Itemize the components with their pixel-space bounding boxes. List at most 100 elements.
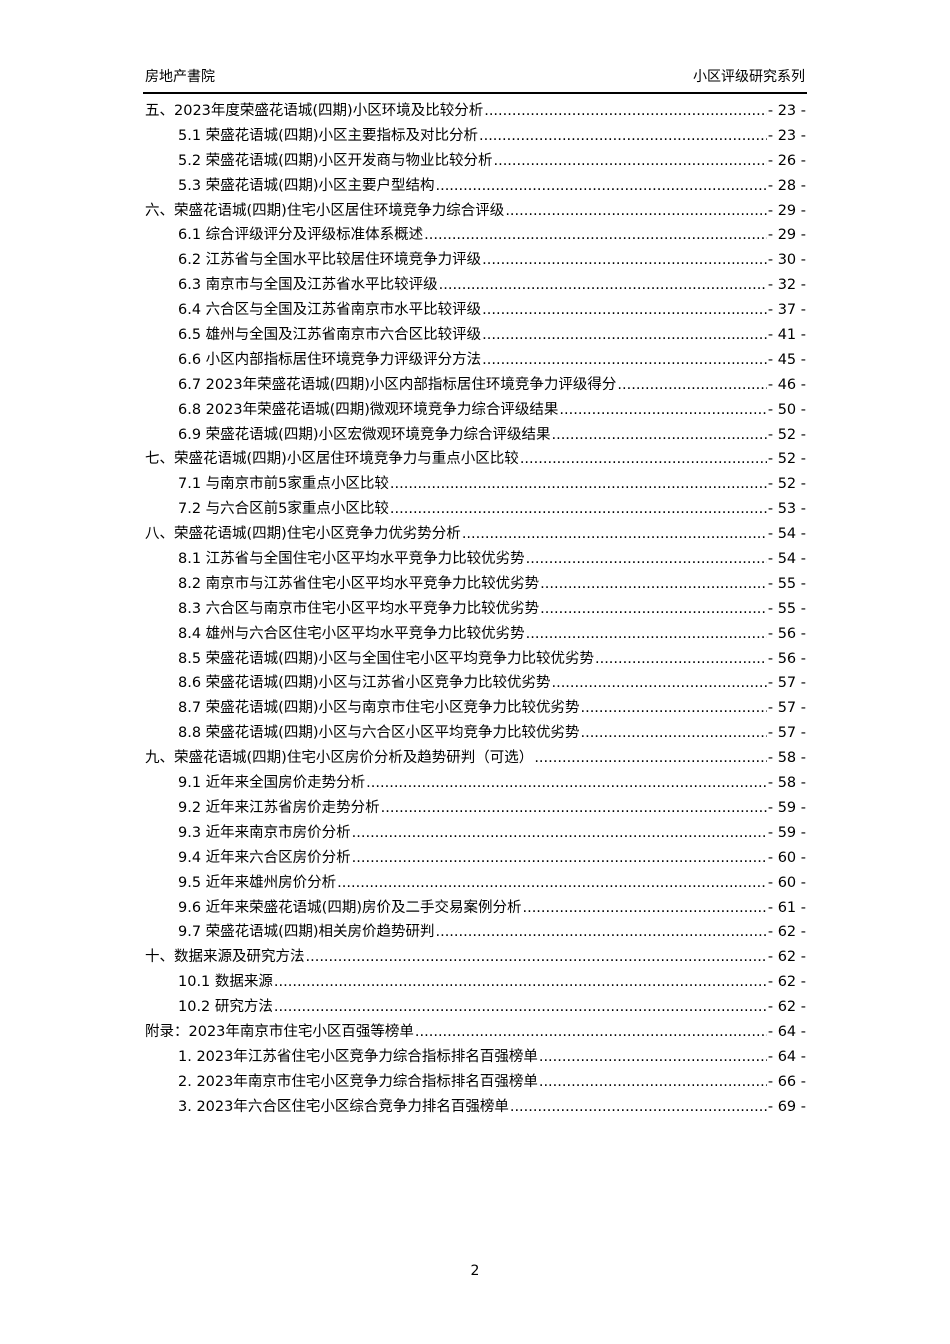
toc-entry[interactable]: 6.5 雄州与全国及江苏省南京市六合区比较评级 - 41 -: [145, 323, 806, 348]
toc-entry-title: 9.6 近年来荣盛花语城(四期)房价及二手交易案例分析: [178, 899, 522, 916]
toc-entry[interactable]: 8.6 荣盛花语城(四期)小区与江苏省小区竞争力比较优劣势 - 57 -: [145, 671, 806, 696]
toc-entry[interactable]: 6.2 江苏省与全国水平比较居住环境竞争力评级 - 30 -: [145, 248, 806, 273]
toc-entry-page: - 32 -: [767, 277, 806, 294]
leader-dots: [352, 825, 767, 841]
toc-entry[interactable]: 5.3 荣盛花语城(四期)小区主要户型结构 - 28 -: [145, 174, 806, 199]
leader-dots: [539, 1049, 767, 1065]
toc-entry[interactable]: 10.1 数据来源 - 62 -: [145, 970, 806, 995]
leader-dots: [580, 700, 766, 716]
toc-entry-page: - 69 -: [767, 1098, 806, 1115]
toc-entry[interactable]: 9.2 近年来江苏省房价走势分析 - 59 -: [145, 796, 806, 821]
leader-dots: [390, 476, 767, 492]
toc-entry-page: - 61 -: [767, 899, 806, 916]
toc-entry[interactable]: 6.9 荣盛花语城(四期)小区宏微观环境竞争力综合评级结果 - 52 -: [145, 423, 806, 448]
toc-entry[interactable]: 六、荣盛花语城(四期)住宅小区居住环境竞争力综合评级 - 29 -: [145, 199, 806, 224]
leader-dots: [482, 352, 767, 368]
toc-entry[interactable]: 十、数据来源及研究方法 - 62 -: [145, 945, 806, 970]
toc-entry-page: - 55 -: [767, 575, 806, 592]
toc-entry[interactable]: 6.1 综合评级评分及评级标准体系概述 - 29 -: [145, 223, 806, 248]
toc-entry-title: 6.7 2023年荣盛花语城(四期)小区内部指标居住环境竞争力评级得分: [178, 376, 617, 393]
leader-dots: [352, 850, 767, 866]
toc-entry-page: - 41 -: [767, 327, 806, 344]
toc-entry-page: - 59 -: [767, 799, 806, 816]
toc-entry-title: 8.5 荣盛花语城(四期)小区与全国住宅小区平均竞争力比较优劣势: [178, 650, 594, 667]
toc-entry[interactable]: 七、荣盛花语城(四期)小区居住环境竞争力与重点小区比较 - 52 -: [145, 447, 806, 472]
toc-entry-title: 6.5 雄州与全国及江苏省南京市六合区比较评级: [178, 327, 482, 344]
header-left: 房地产書院: [145, 69, 215, 85]
toc-entry-title: 7.1 与南京市前5家重点小区比较: [178, 476, 389, 493]
toc-entry-page: - 28 -: [767, 177, 806, 194]
toc-entry[interactable]: 6.4 六合区与全国及江苏省南京市水平比较评级 - 37 -: [145, 298, 806, 323]
toc-entry[interactable]: 9.4 近年来六合区房价分析 - 60 -: [145, 846, 806, 871]
leader-dots: [510, 1099, 767, 1115]
toc-entry[interactable]: 五、2023年度荣盛花语城(四期)小区环境及比较分析 - 23 -: [145, 99, 806, 124]
toc-entry-page: - 66 -: [767, 1073, 806, 1090]
leader-dots: [505, 203, 767, 219]
leader-dots: [381, 800, 767, 816]
toc-entry[interactable]: 9.5 近年来雄州房价分析 - 60 -: [145, 871, 806, 896]
toc-entry[interactable]: 9.3 近年来南京市房价分析 - 59 -: [145, 821, 806, 846]
leader-dots: [540, 601, 767, 617]
toc-entry[interactable]: 8.8 荣盛花语城(四期)小区与六合区小区平均竞争力比较优劣势 - 57 -: [145, 721, 806, 746]
toc-entry[interactable]: 8.5 荣盛花语城(四期)小区与全国住宅小区平均竞争力比较优劣势 - 56 -: [145, 647, 806, 672]
toc-entry-title: 6.1 综合评级评分及评级标准体系概述: [178, 227, 424, 244]
toc-entry[interactable]: 3. 2023年六合区住宅小区综合竞争力排名百强榜单 - 69 -: [145, 1095, 806, 1120]
toc-entry-title: 6.3 南京市与全国及江苏省水平比较评级: [178, 277, 438, 294]
toc-entry-title: 附录：2023年南京市住宅小区百强等榜单: [145, 1023, 414, 1040]
toc-entry[interactable]: 6.7 2023年荣盛花语城(四期)小区内部指标居住环境竞争力评级得分 - 46 …: [145, 373, 806, 398]
toc-entry-title: 6.8 2023年荣盛花语城(四期)微观环境竞争力综合评级结果: [178, 401, 559, 418]
toc-entry-title: 9.3 近年来南京市房价分析: [178, 824, 351, 841]
toc-entry-page: - 54 -: [767, 551, 806, 568]
toc-entry-title: 10.2 研究方法: [178, 999, 273, 1016]
header-right: 小区评级研究系列: [693, 69, 805, 85]
toc-entry[interactable]: 6.6 小区内部指标居住环境竞争力评级评分方法 - 45 -: [145, 348, 806, 373]
toc-entry-title: 9.5 近年来雄州房价分析: [178, 874, 337, 891]
leader-dots: [551, 427, 766, 443]
toc-entry-title: 8.4 雄州与六合区住宅小区平均水平竞争力比较优劣势: [178, 625, 525, 642]
toc-entry-title: 9.4 近年来六合区房价分析: [178, 849, 351, 866]
toc-entry[interactable]: 2. 2023年南京市住宅小区竞争力综合指标排名百强榜单 - 66 -: [145, 1070, 806, 1095]
toc-entry[interactable]: 6.3 南京市与全国及江苏省水平比较评级 - 32 -: [145, 273, 806, 298]
toc-entry[interactable]: 10.2 研究方法 - 62 -: [145, 995, 806, 1020]
leader-dots: [415, 1024, 767, 1040]
toc-entry[interactable]: 5.2 荣盛花语城(四期)小区开发商与物业比较分析 - 26 -: [145, 149, 806, 174]
toc-entry[interactable]: 9.7 荣盛花语城(四期)相关房价趋势研判 - 62 -: [145, 920, 806, 945]
toc-entry-page: - 57 -: [767, 675, 806, 692]
toc-entry[interactable]: 7.1 与南京市前5家重点小区比较 - 52 -: [145, 472, 806, 497]
leader-dots: [595, 651, 767, 667]
toc-entry-page: - 57 -: [767, 700, 806, 717]
page-header: 房地产書院 小区评级研究系列: [145, 66, 805, 90]
toc-entry-title: 8.7 荣盛花语城(四期)小区与南京市住宅小区竞争力比较优劣势: [178, 700, 580, 717]
toc-entry[interactable]: 7.2 与六合区前5家重点小区比较 - 53 -: [145, 497, 806, 522]
table-of-contents: 五、2023年度荣盛花语城(四期)小区环境及比较分析- 23 -5.1 荣盛花语…: [145, 99, 806, 1120]
toc-entry-page: - 57 -: [767, 725, 806, 742]
toc-entry[interactable]: 8.1 江苏省与全国住宅小区平均水平竞争力比较优劣势 - 54 -: [145, 547, 806, 572]
leader-dots: [439, 277, 767, 293]
toc-entry[interactable]: 1. 2023年江苏省住宅小区竞争力综合指标排名百强榜单 - 64 -: [145, 1045, 806, 1070]
toc-entry[interactable]: 9.1 近年来全国房价走势分析 - 58 -: [145, 771, 806, 796]
toc-entry[interactable]: 附录：2023年南京市住宅小区百强等榜单 - 64 -: [145, 1020, 806, 1045]
page-number: 2: [470, 1263, 480, 1279]
toc-entry-page: - 62 -: [767, 924, 806, 941]
leader-dots: [534, 750, 767, 766]
toc-entry-title: 8.1 江苏省与全国住宅小区平均水平竞争力比较优劣势: [178, 551, 525, 568]
toc-entry[interactable]: 6.8 2023年荣盛花语城(四期)微观环境竞争力综合评级结果 - 50 -: [145, 398, 806, 423]
toc-entry[interactable]: 八、荣盛花语城(四期)住宅小区竞争力优劣势分析 - 54 -: [145, 522, 806, 547]
toc-entry-title: 八、荣盛花语城(四期)住宅小区竞争力优劣势分析: [145, 526, 461, 543]
toc-entry-page: - 53 -: [767, 501, 806, 518]
toc-entry-title: 7.2 与六合区前5家重点小区比较: [178, 501, 389, 518]
toc-entry-title: 9.1 近年来全国房价走势分析: [178, 775, 366, 792]
leader-dots: [526, 626, 767, 642]
leader-dots: [540, 576, 767, 592]
toc-entry[interactable]: 8.3 六合区与南京市住宅小区平均水平竞争力比较优劣势 - 55 -: [145, 597, 806, 622]
toc-entry[interactable]: 9.6 近年来荣盛花语城(四期)房价及二手交易案例分析 - 61 -: [145, 896, 806, 921]
toc-entry[interactable]: 8.4 雄州与六合区住宅小区平均水平竞争力比较优劣势 - 56 -: [145, 622, 806, 647]
toc-entry-title: 9.2 近年来江苏省房价走势分析: [178, 799, 380, 816]
leader-dots: [366, 775, 767, 791]
toc-entry[interactable]: 5.1 荣盛花语城(四期)小区主要指标及对比分析 - 23 -: [145, 124, 806, 149]
toc-entry[interactable]: 8.7 荣盛花语城(四期)小区与南京市住宅小区竞争力比较优劣势 - 57 -: [145, 696, 806, 721]
toc-entry-title: 6.4 六合区与全国及江苏省南京市水平比较评级: [178, 302, 482, 319]
toc-entry-title: 6.9 荣盛花语城(四期)小区宏微观环境竞争力综合评级结果: [178, 426, 551, 443]
toc-entry[interactable]: 九、荣盛花语城(四期)住宅小区房价分析及趋势研判（可选） - 58 -: [145, 746, 806, 771]
toc-entry[interactable]: 8.2 南京市与江苏省住宅小区平均水平竞争力比较优劣势 - 55 -: [145, 572, 806, 597]
